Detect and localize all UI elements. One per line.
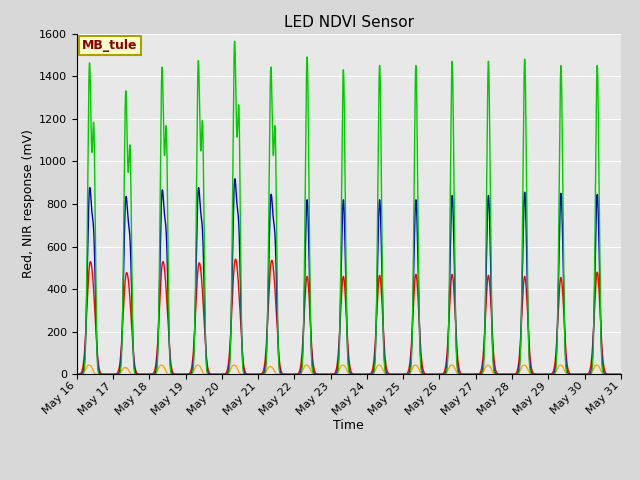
- Red out: [546, 372, 554, 377]
- Red in: [609, 372, 617, 377]
- Line: NIR in: NIR in: [77, 179, 621, 374]
- Red in: [617, 372, 625, 377]
- Red in: [73, 372, 81, 377]
- NIR out: [609, 372, 617, 377]
- NIR in: [617, 372, 625, 377]
- NIR in: [616, 372, 623, 377]
- Red in: [561, 328, 568, 334]
- Red in: [317, 372, 325, 377]
- Red in: [420, 370, 428, 375]
- Text: MB_tule: MB_tule: [82, 39, 138, 52]
- NIR in: [561, 329, 568, 335]
- Red out: [85, 362, 93, 368]
- NIR in: [609, 372, 617, 377]
- Red in: [232, 256, 239, 262]
- Title: LED NDVI Sensor: LED NDVI Sensor: [284, 15, 414, 30]
- NIR in: [231, 176, 239, 181]
- Red out: [73, 372, 81, 377]
- NIR out: [546, 372, 554, 377]
- Red out: [317, 372, 325, 377]
- NIR in: [73, 372, 81, 377]
- NIR out: [317, 372, 325, 377]
- Red out: [617, 372, 625, 377]
- Y-axis label: Red, NIR response (mV): Red, NIR response (mV): [22, 130, 35, 278]
- NIR out: [617, 372, 625, 377]
- Line: Red out: Red out: [77, 365, 621, 374]
- NIR out: [561, 333, 568, 338]
- Red in: [616, 372, 623, 377]
- NIR in: [317, 372, 325, 377]
- NIR in: [420, 372, 428, 377]
- Line: Red in: Red in: [77, 259, 621, 374]
- NIR in: [546, 372, 554, 377]
- NIR out: [616, 372, 623, 377]
- NIR out: [420, 372, 428, 377]
- Red out: [420, 372, 428, 377]
- Red out: [561, 368, 568, 373]
- NIR out: [231, 38, 239, 44]
- Red in: [546, 372, 554, 377]
- Red out: [609, 372, 617, 377]
- Red out: [616, 372, 623, 377]
- Line: NIR out: NIR out: [77, 41, 621, 374]
- X-axis label: Time: Time: [333, 420, 364, 432]
- NIR out: [73, 372, 81, 377]
